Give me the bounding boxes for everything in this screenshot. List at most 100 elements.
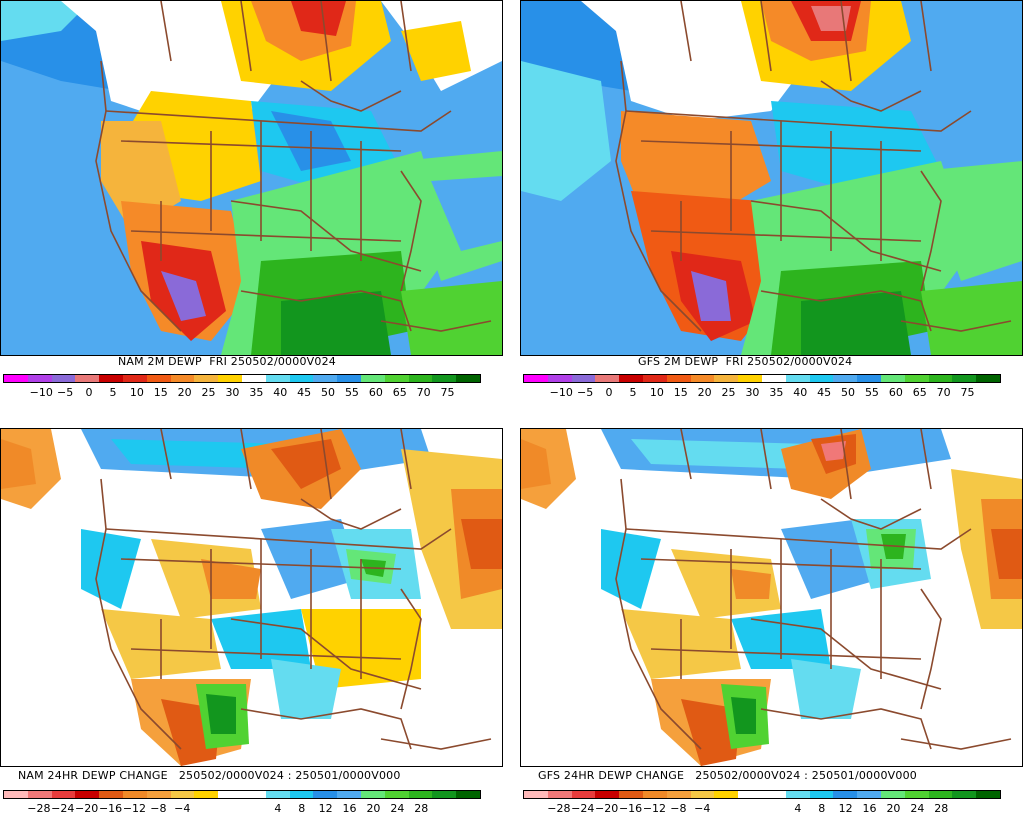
colorbar-tick-label: −12 bbox=[122, 802, 147, 815]
colorbar-tick-label: −20 bbox=[75, 802, 99, 815]
colorbar-tick-label: 65 bbox=[912, 386, 927, 399]
colorbar-tick-label: −24 bbox=[571, 802, 595, 815]
colorbar-swatch bbox=[289, 375, 314, 382]
colorbar-swatch bbox=[595, 791, 620, 798]
colorbar-swatch bbox=[524, 791, 548, 798]
colorbar-tick-label: 35 bbox=[249, 386, 264, 399]
colorbar-swatch bbox=[432, 375, 457, 382]
colorbar-tick-label: 20 bbox=[697, 386, 712, 399]
nam-dewpoint-colorbar bbox=[3, 374, 481, 383]
colorbar-swatch bbox=[75, 375, 100, 382]
colorbar-swatch bbox=[619, 791, 643, 798]
nam-dewpoint-caption: NAM 2M DEWP FRI 250502/0000V024 bbox=[118, 355, 336, 368]
colorbar-swatch bbox=[170, 375, 195, 382]
gfs-dewpoint-change-panel: GFS 24HR DEWP CHANGE 250502/0000V024 : 2… bbox=[520, 428, 1024, 819]
colorbar-swatch bbox=[976, 791, 1000, 798]
colorbar-swatch bbox=[146, 375, 171, 382]
colorbar-swatch bbox=[833, 791, 858, 798]
colorbar-swatch bbox=[241, 375, 266, 382]
colorbar-swatch bbox=[833, 375, 858, 382]
colorbar-tick-label: 25 bbox=[201, 386, 216, 399]
gfs-dewpoint-caption: GFS 2M DEWP FRI 250502/0000V024 bbox=[638, 355, 853, 368]
colorbar-tick-label: 16 bbox=[342, 802, 357, 815]
colorbar-swatch bbox=[857, 375, 881, 382]
colorbar-swatch bbox=[785, 375, 810, 382]
colorbar-tick-label: −12 bbox=[642, 802, 667, 815]
colorbar-tick-label: 60 bbox=[888, 386, 903, 399]
colorbar-tick-label: 0 bbox=[605, 386, 613, 399]
colorbar-swatch bbox=[666, 375, 691, 382]
colorbar-tick-label: −10 bbox=[29, 386, 53, 399]
colorbar-swatch bbox=[337, 791, 361, 798]
colorbar-swatch bbox=[952, 375, 977, 382]
colorbar-swatch bbox=[194, 375, 219, 382]
colorbar-tick-label: 12 bbox=[318, 802, 333, 815]
colorbar-swatch bbox=[642, 375, 667, 382]
colorbar-tick-label: −16 bbox=[98, 802, 123, 815]
colorbar-swatch bbox=[4, 791, 28, 798]
colorbar-tick-label: −28 bbox=[547, 802, 571, 815]
colorbar-tick-label: −10 bbox=[549, 386, 573, 399]
nam-dewpoint-change-map bbox=[0, 428, 503, 767]
colorbar-swatch bbox=[313, 791, 338, 798]
colorbar-tick-label: −5 bbox=[577, 386, 594, 399]
colorbar-swatch bbox=[904, 791, 929, 798]
colorbar-tick-label: 24 bbox=[910, 802, 925, 815]
colorbar-tick-label: 20 bbox=[366, 802, 381, 815]
colorbar-swatch bbox=[738, 375, 762, 382]
colorbar-swatch bbox=[408, 375, 433, 382]
colorbar-swatch bbox=[571, 375, 596, 382]
colorbar-swatch bbox=[146, 791, 171, 798]
nam-dewpoint-change-colorbar bbox=[3, 790, 481, 799]
colorbar-tick-label: 35 bbox=[769, 386, 784, 399]
colorbar-swatch bbox=[880, 791, 905, 798]
colorbar-swatch bbox=[241, 791, 266, 798]
colorbar-swatch bbox=[75, 791, 100, 798]
colorbar-tick-label: 10 bbox=[649, 386, 664, 399]
gfs-dewpoint-panel: GFS 2M DEWP FRI 250502/0000V024 −10 −5 0 5 1… bbox=[520, 0, 1024, 400]
colorbar-swatch bbox=[952, 791, 977, 798]
colorbar-tick-label: 24 bbox=[390, 802, 405, 815]
colorbar-tick-label: −4 bbox=[694, 802, 711, 815]
colorbar-swatch bbox=[337, 375, 361, 382]
colorbar-tick-label: 45 bbox=[297, 386, 312, 399]
colorbar-tick-label: 5 bbox=[109, 386, 117, 399]
colorbar-swatch bbox=[761, 791, 786, 798]
colorbar-tick-label: −16 bbox=[618, 802, 643, 815]
colorbar-swatch bbox=[857, 791, 881, 798]
gfs-dewpoint-colorbar bbox=[523, 374, 1001, 383]
colorbar-swatch bbox=[122, 791, 147, 798]
colorbar-tick-label: 20 bbox=[886, 802, 901, 815]
colorbar-tick-label: 65 bbox=[392, 386, 407, 399]
colorbar-tick-label: 30 bbox=[225, 386, 240, 399]
colorbar-swatch bbox=[360, 375, 385, 382]
nam-dewpoint-change-field bbox=[1, 429, 502, 766]
colorbar-swatch bbox=[27, 375, 52, 382]
colorbar-swatch bbox=[51, 375, 76, 382]
colorbar-tick-label: 40 bbox=[793, 386, 808, 399]
colorbar-tick-label: 4 bbox=[794, 802, 802, 815]
colorbar-tick-label: 28 bbox=[934, 802, 949, 815]
colorbar-tick-label: 0 bbox=[85, 386, 93, 399]
colorbar-tick-label: 55 bbox=[344, 386, 359, 399]
colorbar-tick-label: 8 bbox=[818, 802, 826, 815]
colorbar-swatch bbox=[642, 791, 667, 798]
colorbar-swatch bbox=[384, 791, 409, 798]
colorbar-tick-label: −4 bbox=[174, 802, 191, 815]
colorbar-tick-label: 5 bbox=[629, 386, 637, 399]
colorbar-swatch bbox=[265, 375, 290, 382]
colorbar-swatch bbox=[595, 375, 620, 382]
colorbar-tick-label: 60 bbox=[368, 386, 383, 399]
colorbar-tick-label: 45 bbox=[817, 386, 832, 399]
colorbar-tick-label: 20 bbox=[177, 386, 192, 399]
colorbar-swatch bbox=[761, 375, 786, 382]
colorbar-tick-label: 12 bbox=[838, 802, 853, 815]
colorbar-tick-label: 70 bbox=[936, 386, 951, 399]
colorbar-tick-label: −28 bbox=[27, 802, 51, 815]
colorbar-swatch bbox=[714, 791, 739, 798]
colorbar-swatch bbox=[928, 791, 953, 798]
colorbar-swatch bbox=[880, 375, 905, 382]
nam-dewpoint-change-panel: NAM 24HR DEWP CHANGE 250502/0000V024 : 2… bbox=[0, 428, 504, 819]
colorbar-tick-label: 55 bbox=[864, 386, 879, 399]
colorbar-swatch bbox=[51, 791, 76, 798]
